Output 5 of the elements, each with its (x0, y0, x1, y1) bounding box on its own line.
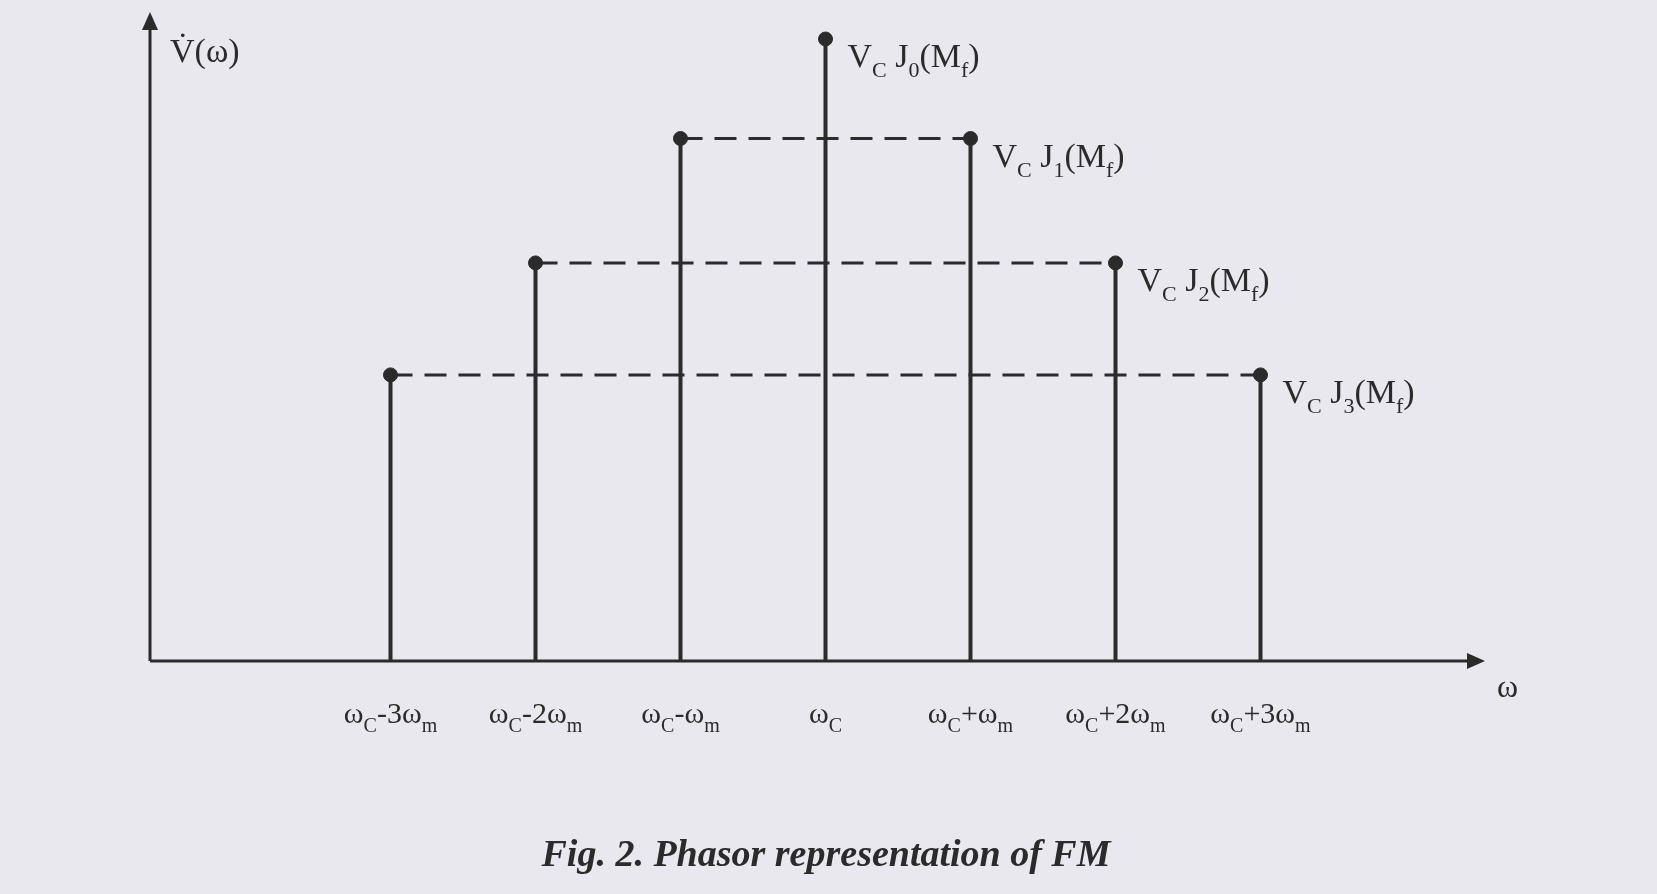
text: ω (1497, 668, 1519, 704)
point (963, 131, 978, 147)
point (673, 131, 688, 147)
text: Fig. 2. Phasor representation of FM (540, 832, 1112, 874)
y-axis-title: V̇(ω) (170, 32, 240, 70)
